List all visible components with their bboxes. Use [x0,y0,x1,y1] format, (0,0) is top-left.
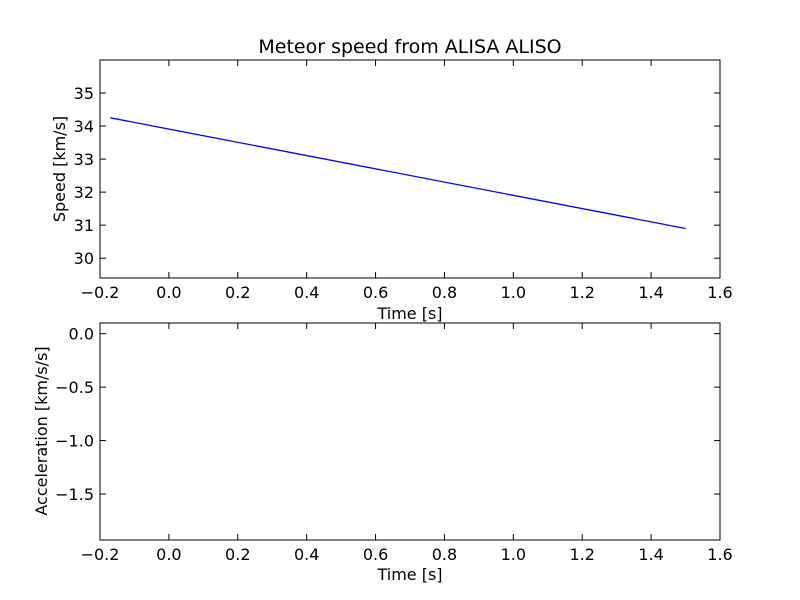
acceleration-y-tick-label: −1.5 [55,485,94,504]
speed-y-tick-label: 33 [74,150,94,169]
speed-x-tick-label: 0.6 [363,283,388,302]
acceleration-x-tick-label: 1.6 [707,545,732,564]
acceleration-y-tick-label: 0.0 [69,325,94,344]
acceleration-y-tick-label: −1.0 [55,432,94,451]
speed-y-tick-label: 35 [74,84,94,103]
acceleration-x-tick-label: 1.0 [501,545,526,564]
acceleration-x-tick-label: 1.4 [638,545,663,564]
speed-y-tick-label: 30 [74,249,94,268]
speed-plot-area: −0.2 0.0 0.2 0.4 0.6 0.8 1.0 1.2 1.4 1.6 30 31 32 33 3… [74,60,733,302]
acceleration-x-tick-label: 1.2 [569,545,594,564]
speed-x-tick-label: 1.0 [501,283,526,302]
speed-y-axis-label: Speed [km/s] [50,116,69,222]
acceleration-x-axis-label: Time [s] [376,565,442,584]
speed-plot-frame [99,59,721,279]
chart-title: Meteor speed from ALISA ALISO [258,36,561,58]
acceleration-x-tick-label: 0.8 [432,545,457,564]
speed-x-tick-label: 1.2 [569,283,594,302]
speed-x-tick-label: 0.8 [432,283,457,302]
speed-series-line [110,117,686,230]
speed-x-tick-label: 0.0 [156,283,181,302]
acceleration-x-tick-label: −0.2 [81,545,120,564]
speed-panel: Meteor speed from ALISA ALISO −0.2 0.0 0.2… [50,36,733,323]
acceleration-x-tick-label: 0.2 [225,545,250,564]
acceleration-x-tick-label: 0.6 [363,545,388,564]
acceleration-x-tick-label: 0.4 [294,545,319,564]
speed-x-tick-label: 1.4 [638,283,663,302]
acceleration-y-axis-label: Acceleration [km/s/s] [32,346,51,515]
acceleration-panel: −0.2 0.0 0.2 0.4 0.6 0.8 1.0 1.2 1.4 1.6 0.0 −0.5 −1… [32,322,733,584]
speed-y-tick-label: 31 [74,216,94,235]
speed-x-tick-label: 0.4 [294,283,319,302]
acceleration-y-tick-label: −0.5 [55,378,94,397]
speed-y-tick-label: 34 [74,117,94,136]
speed-x-tick-label: 0.2 [225,283,250,302]
speed-x-axis-label: Time [s] [376,304,442,323]
acceleration-plot-area: −0.2 0.0 0.2 0.4 0.6 0.8 1.0 1.2 1.4 1.6 0.0 −0.5 −1… [55,323,733,564]
speed-x-tick-label: 1.6 [707,283,732,302]
acceleration-plot-frame [99,322,721,541]
speed-x-tick-label: −0.2 [81,283,120,302]
acceleration-x-tick-label: 0.0 [156,545,181,564]
speed-y-tick-label: 32 [74,183,94,202]
